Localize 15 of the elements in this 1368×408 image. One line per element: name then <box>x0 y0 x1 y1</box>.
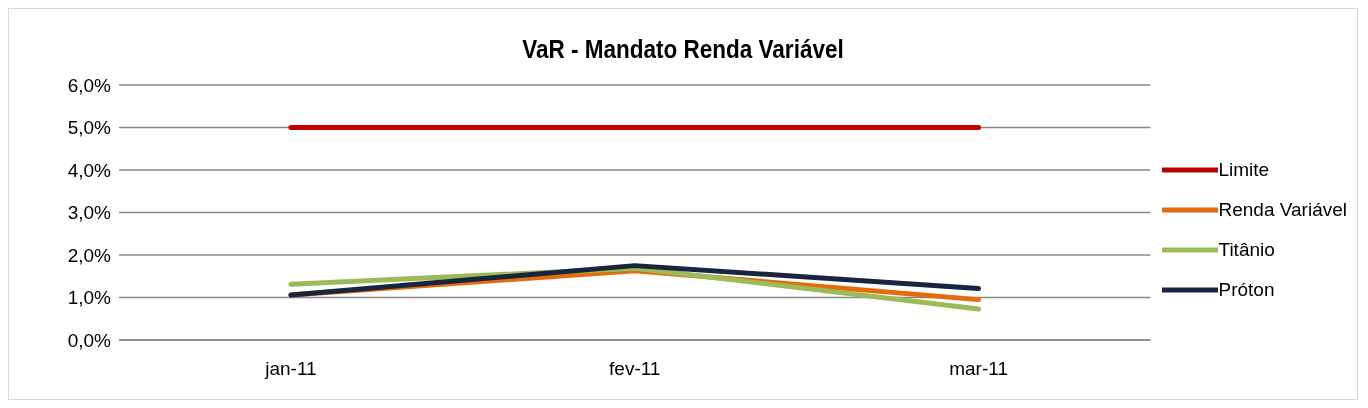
x-tick-label: fev-11 <box>609 358 661 380</box>
y-tick-label: 1,0% <box>67 287 112 309</box>
chart-title: VaR - Mandato Renda Variável <box>521 34 845 65</box>
x-tick-label: mar-11 <box>949 358 1008 380</box>
y-tick-label: 6,0% <box>67 74 112 96</box>
legend-label: Limite <box>1218 159 1270 181</box>
y-tick-label: 0,0% <box>67 329 112 351</box>
x-tick-label: jan-11 <box>264 358 317 380</box>
legend-label: Próton <box>1218 279 1275 301</box>
y-tick-label: 3,0% <box>67 202 112 224</box>
legend-label: Renda Variável <box>1218 199 1347 221</box>
legend-label: Titânio <box>1218 239 1275 261</box>
y-tick-label: 2,0% <box>67 244 112 266</box>
y-tick-label: 5,0% <box>67 117 112 139</box>
y-tick-label: 4,0% <box>67 159 112 181</box>
